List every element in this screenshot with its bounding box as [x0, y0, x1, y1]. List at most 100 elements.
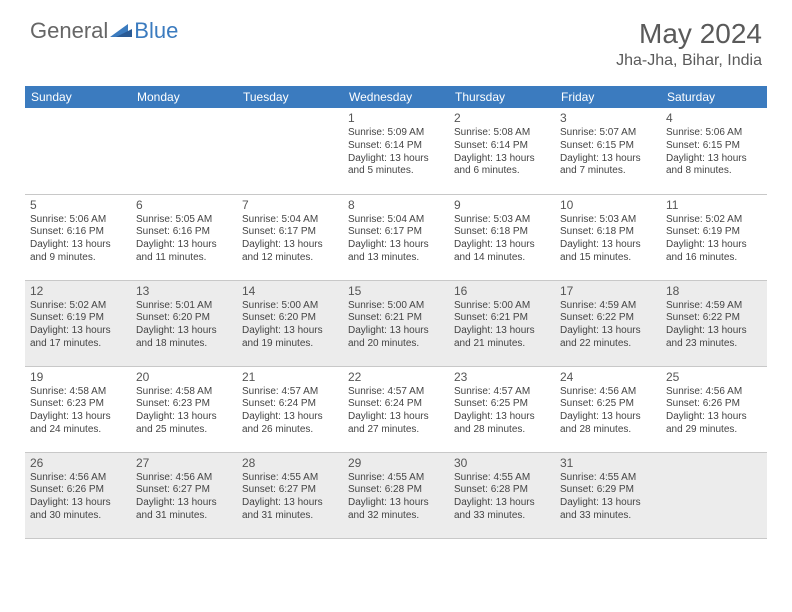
day-number: 21	[242, 370, 338, 384]
day-info: Sunrise: 5:08 AMSunset: 6:14 PMDaylight:…	[454, 127, 550, 178]
day-info: Sunrise: 4:55 AMSunset: 6:27 PMDaylight:…	[242, 472, 338, 523]
sunrise-line: Sunrise: 4:59 AM	[560, 300, 656, 313]
title-block: May 2024 Jha-Jha, Bihar, India	[616, 18, 762, 70]
day-info: Sunrise: 4:55 AMSunset: 6:29 PMDaylight:…	[560, 472, 656, 523]
sunset-line: Sunset: 6:21 PM	[454, 312, 550, 325]
daylight-line: Daylight: 13 hours and 24 minutes.	[30, 411, 126, 437]
day-info: Sunrise: 4:55 AMSunset: 6:28 PMDaylight:…	[348, 472, 444, 523]
daylight-line: Daylight: 13 hours and 6 minutes.	[454, 153, 550, 179]
daylight-line: Daylight: 13 hours and 31 minutes.	[242, 497, 338, 523]
day-number: 14	[242, 284, 338, 298]
daylight-line: Daylight: 13 hours and 13 minutes.	[348, 239, 444, 265]
day-number: 16	[454, 284, 550, 298]
sunrise-line: Sunrise: 4:56 AM	[560, 386, 656, 399]
day-number: 2	[454, 111, 550, 125]
sunset-line: Sunset: 6:20 PM	[136, 312, 232, 325]
day-cell: 4Sunrise: 5:06 AMSunset: 6:15 PMDaylight…	[661, 108, 767, 194]
sunrise-line: Sunrise: 4:55 AM	[560, 472, 656, 485]
daylight-line: Daylight: 13 hours and 23 minutes.	[666, 325, 762, 351]
daylight-line: Daylight: 13 hours and 8 minutes.	[666, 153, 762, 179]
daylight-line: Daylight: 13 hours and 33 minutes.	[454, 497, 550, 523]
day-cell: 24Sunrise: 4:56 AMSunset: 6:25 PMDayligh…	[555, 366, 661, 452]
day-info: Sunrise: 5:00 AMSunset: 6:20 PMDaylight:…	[242, 300, 338, 351]
sunrise-line: Sunrise: 5:07 AM	[560, 127, 656, 140]
calendar-table: SundayMondayTuesdayWednesdayThursdayFrid…	[25, 86, 767, 539]
day-info: Sunrise: 4:56 AMSunset: 6:26 PMDaylight:…	[666, 386, 762, 437]
day-info: Sunrise: 5:03 AMSunset: 6:18 PMDaylight:…	[560, 214, 656, 265]
daylight-line: Daylight: 13 hours and 25 minutes.	[136, 411, 232, 437]
day-info: Sunrise: 5:02 AMSunset: 6:19 PMDaylight:…	[30, 300, 126, 351]
day-info: Sunrise: 4:58 AMSunset: 6:23 PMDaylight:…	[30, 386, 126, 437]
daylight-line: Daylight: 13 hours and 26 minutes.	[242, 411, 338, 437]
day-header: Wednesday	[343, 86, 449, 108]
sunrise-line: Sunrise: 4:57 AM	[348, 386, 444, 399]
sunset-line: Sunset: 6:16 PM	[136, 226, 232, 239]
sunrise-line: Sunrise: 5:04 AM	[242, 214, 338, 227]
day-cell: 17Sunrise: 4:59 AMSunset: 6:22 PMDayligh…	[555, 280, 661, 366]
sunrise-line: Sunrise: 4:55 AM	[348, 472, 444, 485]
day-number: 9	[454, 198, 550, 212]
sunset-line: Sunset: 6:28 PM	[454, 484, 550, 497]
sunset-line: Sunset: 6:27 PM	[242, 484, 338, 497]
day-number: 3	[560, 111, 656, 125]
day-header: Saturday	[661, 86, 767, 108]
daylight-line: Daylight: 13 hours and 32 minutes.	[348, 497, 444, 523]
sunset-line: Sunset: 6:24 PM	[242, 398, 338, 411]
daylight-line: Daylight: 13 hours and 14 minutes.	[454, 239, 550, 265]
sunrise-line: Sunrise: 5:02 AM	[666, 214, 762, 227]
daylight-line: Daylight: 13 hours and 30 minutes.	[30, 497, 126, 523]
daylight-line: Daylight: 13 hours and 28 minutes.	[454, 411, 550, 437]
daylight-line: Daylight: 13 hours and 20 minutes.	[348, 325, 444, 351]
sunrise-line: Sunrise: 5:04 AM	[348, 214, 444, 227]
day-cell: 29Sunrise: 4:55 AMSunset: 6:28 PMDayligh…	[343, 452, 449, 538]
location-subtitle: Jha-Jha, Bihar, India	[616, 52, 762, 70]
day-number: 7	[242, 198, 338, 212]
day-number: 8	[348, 198, 444, 212]
sunset-line: Sunset: 6:16 PM	[30, 226, 126, 239]
day-cell	[661, 452, 767, 538]
day-cell	[131, 108, 237, 194]
daylight-line: Daylight: 13 hours and 27 minutes.	[348, 411, 444, 437]
day-header: Tuesday	[237, 86, 343, 108]
day-number: 31	[560, 456, 656, 470]
sunset-line: Sunset: 6:26 PM	[30, 484, 126, 497]
day-info: Sunrise: 4:58 AMSunset: 6:23 PMDaylight:…	[136, 386, 232, 437]
sunrise-line: Sunrise: 5:05 AM	[136, 214, 232, 227]
day-info: Sunrise: 4:59 AMSunset: 6:22 PMDaylight:…	[666, 300, 762, 351]
sunset-line: Sunset: 6:21 PM	[348, 312, 444, 325]
day-info: Sunrise: 4:55 AMSunset: 6:28 PMDaylight:…	[454, 472, 550, 523]
day-cell: 10 Sunrise: 5:03 AMSunset: 6:18 PMDayligh…	[555, 194, 661, 280]
day-cell: 7Sunrise: 5:04 AMSunset: 6:17 PMDaylight…	[237, 194, 343, 280]
week-row: 12 Sunrise: 5:02 AMSunset: 6:19 PMDayligh…	[25, 280, 767, 366]
day-header: Friday	[555, 86, 661, 108]
sunrise-line: Sunrise: 5:00 AM	[454, 300, 550, 313]
week-row: 19Sunrise: 4:58 AMSunset: 6:23 PMDayligh…	[25, 366, 767, 452]
day-cell: 27Sunrise: 4:56 AMSunset: 6:27 PMDayligh…	[131, 452, 237, 538]
week-row: 1Sunrise: 5:09 AMSunset: 6:14 PMDaylight…	[25, 108, 767, 194]
sunset-line: Sunset: 6:20 PM	[242, 312, 338, 325]
day-cell: 20Sunrise: 4:58 AMSunset: 6:23 PMDayligh…	[131, 366, 237, 452]
day-info: Sunrise: 5:03 AMSunset: 6:18 PMDaylight:…	[454, 214, 550, 265]
sunrise-line: Sunrise: 4:58 AM	[30, 386, 126, 399]
daylight-line: Daylight: 13 hours and 29 minutes.	[666, 411, 762, 437]
sunset-line: Sunset: 6:19 PM	[666, 226, 762, 239]
sunset-line: Sunset: 6:29 PM	[560, 484, 656, 497]
sunset-line: Sunset: 6:14 PM	[454, 140, 550, 153]
day-header: Sunday	[25, 86, 131, 108]
day-number: 5	[30, 198, 126, 212]
day-number: 22	[348, 370, 444, 384]
day-header-row: SundayMondayTuesdayWednesdayThursdayFrid…	[25, 86, 767, 108]
day-number: 17	[560, 284, 656, 298]
day-cell: 31 Sunrise: 4:55 AMSunset: 6:29 PMDayligh…	[555, 452, 661, 538]
day-number: 25	[666, 370, 762, 384]
sunrise-line: Sunrise: 4:55 AM	[454, 472, 550, 485]
day-number: 10	[560, 198, 656, 212]
day-number: 23	[454, 370, 550, 384]
brand-logo: General Blue	[30, 18, 178, 44]
sunrise-line: Sunrise: 5:00 AM	[348, 300, 444, 313]
day-header: Thursday	[449, 86, 555, 108]
day-cell: 23Sunrise: 4:57 AMSunset: 6:25 PMDayligh…	[449, 366, 555, 452]
sunset-line: Sunset: 6:25 PM	[454, 398, 550, 411]
day-cell: 8Sunrise: 5:04 AMSunset: 6:17 PMDaylight…	[343, 194, 449, 280]
day-number: 12	[30, 284, 126, 298]
